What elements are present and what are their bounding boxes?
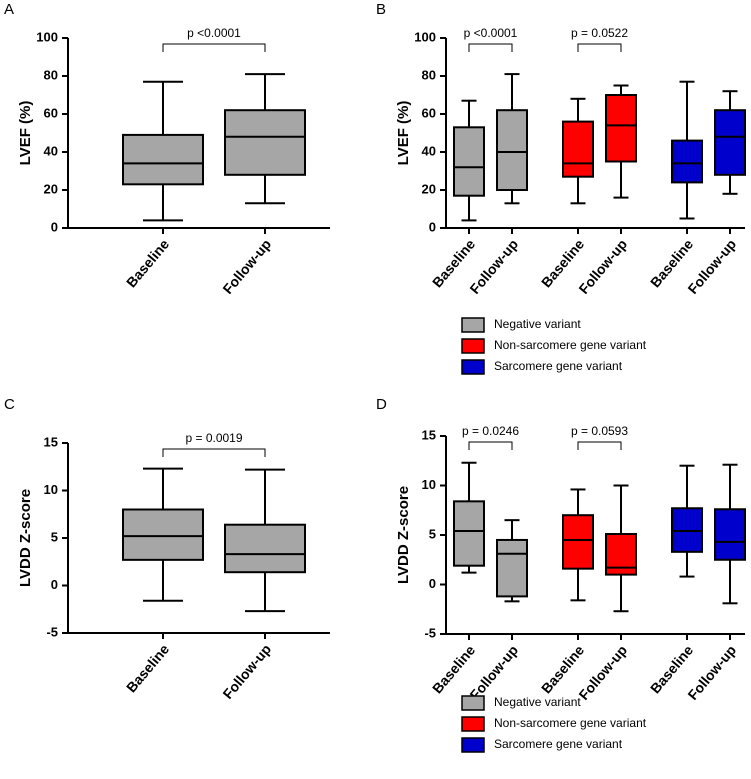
p-value: p = 0.0246 (462, 424, 519, 438)
legend-swatch (461, 695, 485, 711)
x-tick-label: Baseline (123, 236, 172, 291)
significance-bracket (468, 441, 513, 450)
box (122, 508, 204, 561)
y-tick-label: 10 (44, 482, 58, 497)
x-tick-label: Follow-up (219, 641, 274, 702)
y-axis-label: LVEF (%) (17, 101, 34, 166)
y-tick-label: 80 (422, 67, 436, 82)
x-tick-label: Follow-up (219, 236, 274, 297)
y-tick-label: 15 (44, 434, 58, 449)
p-value: p = 0.0593 (571, 424, 628, 438)
significance-bracket (468, 43, 513, 52)
y-tick-label: 100 (414, 29, 436, 44)
y-axis-label: LVDD Z-score (395, 486, 412, 584)
box (605, 94, 637, 163)
y-tick-label: 20 (422, 181, 436, 196)
y-tick-label: 5 (429, 526, 436, 541)
box (122, 133, 204, 186)
legend-label: Negative variant (494, 695, 581, 709)
y-tick-label: 0 (429, 576, 436, 591)
legend-label: Non-sarcomere gene variant (494, 338, 647, 352)
legend-swatch (461, 338, 485, 354)
y-tick-label: 15 (422, 427, 436, 442)
y-tick-label: 100 (36, 29, 58, 44)
p-value: p = 0.0019 (185, 431, 242, 445)
box (562, 514, 594, 570)
box (496, 538, 528, 598)
y-axis-label: LVEF (%) (395, 101, 412, 166)
p-value: p <0.0001 (464, 26, 518, 40)
y-tick-label: -5 (46, 624, 58, 639)
box (714, 109, 746, 176)
y-tick-label: 0 (429, 219, 436, 234)
y-tick-label: 20 (44, 181, 58, 196)
y-tick-label: 40 (44, 143, 58, 158)
box (224, 523, 306, 574)
significance-bracket (162, 448, 266, 457)
legend-label: Negative variant (494, 317, 581, 331)
y-tick-label: 60 (44, 105, 58, 120)
panel-label: C (4, 396, 15, 413)
panel-label: B (376, 1, 386, 18)
y-tick-label: 40 (422, 143, 436, 158)
panel-label: D (376, 396, 387, 413)
legend-swatch (461, 359, 485, 375)
y-tick-label: 60 (422, 105, 436, 120)
y-tick-label: -5 (424, 625, 436, 640)
box (671, 139, 703, 184)
p-value: p = 0.0522 (571, 26, 628, 40)
y-tick-label: 0 (51, 577, 58, 592)
legend-label: Non-sarcomere gene variant (494, 716, 647, 730)
y-tick-label: 10 (422, 477, 436, 492)
legend-swatch (461, 317, 485, 333)
legend-swatch (461, 716, 485, 732)
legend-swatch (461, 737, 485, 753)
box (453, 126, 485, 197)
legend-label: Sarcomere gene variant (494, 359, 623, 373)
x-tick-label: Baseline (123, 641, 172, 696)
box (453, 500, 485, 567)
legend-label: Sarcomere gene variant (494, 737, 623, 751)
y-axis-label: LVDD Z-score (17, 489, 34, 587)
box (714, 508, 746, 561)
significance-bracket (577, 441, 622, 450)
panel-label: A (4, 1, 14, 18)
y-tick-label: 80 (44, 67, 58, 82)
box (496, 109, 528, 191)
significance-bracket (162, 43, 266, 52)
significance-bracket (577, 43, 622, 52)
box (562, 120, 594, 178)
p-value: p <0.0001 (187, 26, 241, 40)
box (224, 109, 306, 176)
y-tick-label: 0 (51, 219, 58, 234)
y-tick-label: 5 (51, 529, 58, 544)
